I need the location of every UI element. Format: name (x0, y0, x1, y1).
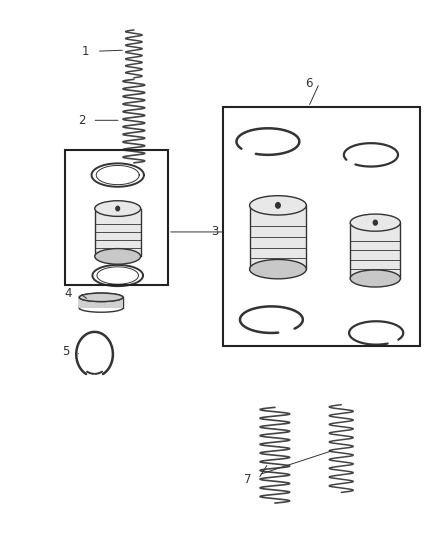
Ellipse shape (250, 260, 306, 279)
Ellipse shape (95, 201, 141, 216)
Text: 3: 3 (211, 225, 218, 238)
Bar (95, 208, 141, 256)
Circle shape (373, 220, 377, 225)
Ellipse shape (79, 293, 123, 302)
Text: 6: 6 (305, 77, 312, 90)
Text: 5: 5 (62, 345, 69, 358)
Circle shape (116, 206, 120, 211)
Circle shape (276, 203, 280, 208)
Text: 2: 2 (78, 114, 85, 127)
Ellipse shape (350, 214, 400, 231)
Ellipse shape (350, 270, 400, 287)
Bar (250, 205, 306, 269)
Bar (79, 297, 123, 308)
Text: 7: 7 (244, 473, 251, 486)
Ellipse shape (95, 248, 141, 264)
Bar (223, 107, 420, 346)
Bar (350, 223, 400, 278)
Bar (65, 150, 168, 285)
Ellipse shape (250, 196, 306, 215)
Text: 4: 4 (65, 287, 72, 300)
Text: 1: 1 (82, 45, 90, 58)
